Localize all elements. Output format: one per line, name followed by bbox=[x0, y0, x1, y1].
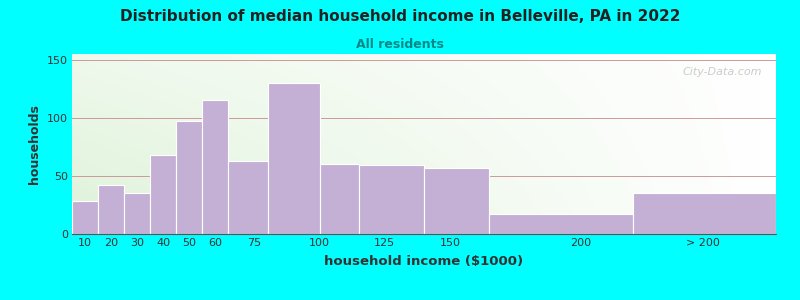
Bar bbox=[176, 122, 202, 234]
Bar bbox=[229, 161, 267, 234]
Bar bbox=[150, 155, 176, 234]
Bar bbox=[359, 166, 424, 234]
Text: Distribution of median household income in Belleville, PA in 2022: Distribution of median household income … bbox=[120, 9, 680, 24]
Text: City-Data.com: City-Data.com bbox=[682, 67, 762, 76]
Bar bbox=[124, 194, 150, 234]
Bar bbox=[320, 164, 359, 234]
Bar bbox=[98, 185, 124, 234]
Bar bbox=[489, 214, 633, 234]
Text: All residents: All residents bbox=[356, 38, 444, 50]
Bar bbox=[267, 83, 320, 234]
Bar bbox=[424, 168, 489, 234]
X-axis label: household income ($1000): household income ($1000) bbox=[325, 255, 523, 268]
Y-axis label: households: households bbox=[28, 104, 42, 184]
Bar bbox=[72, 202, 98, 234]
Bar bbox=[202, 100, 229, 234]
Bar bbox=[633, 194, 776, 234]
